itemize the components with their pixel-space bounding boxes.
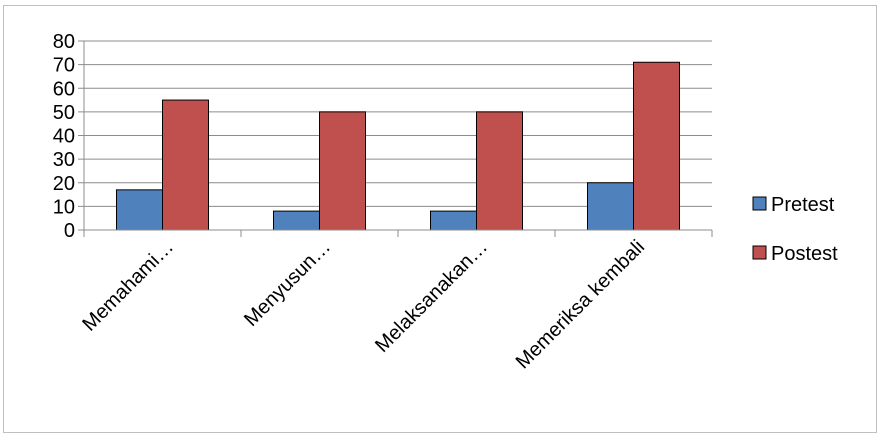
x-tick-label: Memeriksa kembali <box>512 236 649 373</box>
bar-pretest-3 <box>587 182 634 231</box>
y-tick-label: 30 <box>53 149 75 171</box>
axes <box>78 40 713 237</box>
legend-swatch-pretest <box>752 196 767 211</box>
legend-label-pretest: Pretest <box>771 194 835 216</box>
bars <box>116 61 680 231</box>
legend-swatch-postest <box>752 245 767 260</box>
bar-postest-2 <box>476 111 523 231</box>
bar-postest-0 <box>162 99 209 231</box>
legend-label-postest: Postest <box>771 243 838 265</box>
x-tick-labels: Memahami… Menyusun… Melaksanakan… Memeriksa… <box>78 236 649 373</box>
bar-pretest-2 <box>430 210 477 231</box>
y-tick-label: 70 <box>53 55 75 77</box>
bar-postest-3 <box>633 61 680 231</box>
y-tick-label: 20 <box>53 173 75 195</box>
y-tick-label: 0 <box>64 220 75 242</box>
y-tick-label: 10 <box>53 196 75 218</box>
y-tick-label: 40 <box>53 126 75 148</box>
x-tick-label: Memahami… <box>78 236 178 336</box>
y-tick-label: 50 <box>53 102 75 124</box>
x-tick-label: Melaksanakan… <box>371 236 492 357</box>
bar-pretest-1 <box>273 210 320 231</box>
y-tick-label: 60 <box>53 78 75 100</box>
x-tick-label: Menyusun… <box>240 236 335 331</box>
bar-postest-1 <box>319 111 366 231</box>
y-tick-label: 80 <box>53 31 75 53</box>
legend: Pretest Postest <box>752 194 838 265</box>
bar-pretest-0 <box>116 189 163 231</box>
